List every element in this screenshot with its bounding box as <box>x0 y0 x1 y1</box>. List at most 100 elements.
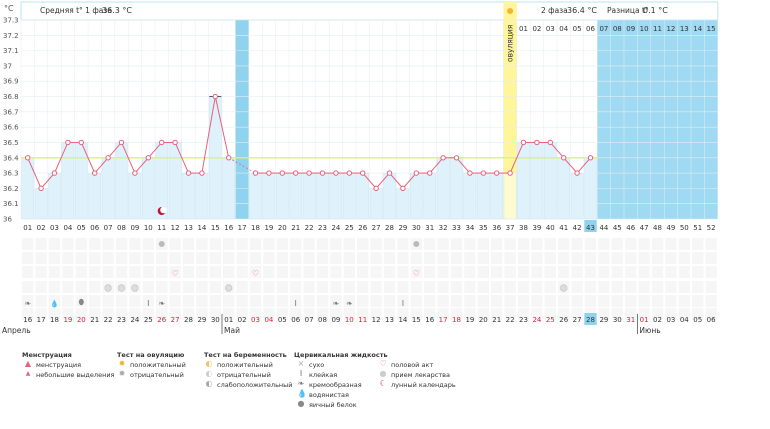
marker-cell <box>249 238 262 250</box>
marker-cell <box>424 238 436 250</box>
marker-cell <box>504 238 516 250</box>
marker-cell <box>303 266 315 278</box>
marker-cell <box>665 295 677 307</box>
marker-cell <box>517 308 530 320</box>
sticky-icon: I <box>147 299 149 308</box>
legend-cervical-eggwhite: яичный белок <box>309 401 357 409</box>
marker-cell <box>196 266 208 278</box>
marker-cell <box>276 281 288 293</box>
temp-point <box>346 170 352 176</box>
intercourse-icon: ♡ <box>252 269 259 278</box>
marker-cell <box>397 252 409 264</box>
marker-cell <box>22 295 34 307</box>
marker-cell <box>22 308 34 320</box>
temp-bar <box>289 172 303 220</box>
temp-bar <box>584 157 597 220</box>
marker-cell <box>651 281 664 293</box>
medication-icon <box>560 284 568 292</box>
cycle-day: 31 <box>425 224 434 232</box>
date-label: 16 <box>425 316 434 324</box>
temp-bar <box>490 172 504 220</box>
marker-cell <box>196 281 208 293</box>
marker-cell <box>330 238 342 250</box>
phase2-label: 2 фаза <box>541 6 568 15</box>
marker-cell <box>450 308 463 320</box>
marker-cell <box>290 252 302 264</box>
marker-cell <box>504 266 516 278</box>
temp-segment <box>147 142 163 159</box>
cycle-day: 49 <box>666 224 675 232</box>
creamy-icon: ❧ <box>346 299 353 308</box>
cycle-day: 15 <box>211 224 220 232</box>
temp-point <box>266 170 272 176</box>
marker-cell <box>651 252 664 264</box>
marker-cell <box>156 281 168 293</box>
marker-cell <box>357 266 369 278</box>
current-day-highlight <box>584 220 597 232</box>
cycle-day: 18 <box>251 224 260 232</box>
pregnancy-negative-icon: ◐ <box>205 369 213 378</box>
date-label: 21 <box>492 316 501 324</box>
temp-segment <box>54 142 69 174</box>
temp-bar <box>530 142 544 220</box>
phase2-day: 08 <box>613 25 622 33</box>
marker-cell <box>115 238 128 250</box>
temp-point <box>306 170 312 176</box>
temp-point <box>507 170 513 176</box>
marker-cell <box>142 295 154 307</box>
marker-cell <box>477 252 489 264</box>
marker-cell <box>504 308 516 320</box>
marker-cell <box>705 308 717 320</box>
temp-bar <box>369 188 383 220</box>
marker-cell <box>598 295 610 307</box>
temp-bar <box>477 172 490 220</box>
marker-cell <box>651 308 664 320</box>
marker-cell <box>115 252 128 264</box>
temp-bar <box>141 157 155 220</box>
phase2-day: 11 <box>653 25 662 33</box>
marker-cell <box>357 252 369 264</box>
marker-cell <box>330 281 342 293</box>
cycle-day: 06 <box>90 224 99 232</box>
marker-cell <box>209 238 221 250</box>
marker-cell <box>290 266 302 278</box>
marker-cell <box>303 295 315 307</box>
marker-cell <box>343 308 355 320</box>
marker-cell <box>383 238 396 250</box>
lunar-icon-mask <box>160 206 167 214</box>
date-label: 29 <box>197 316 206 324</box>
date-label: 16 <box>23 316 32 324</box>
marker-cell <box>424 252 436 264</box>
date-label: 17 <box>37 316 46 324</box>
marker-cell <box>75 238 87 250</box>
marker-cell <box>370 308 382 320</box>
marker-cell <box>263 266 275 278</box>
date-label: 19 <box>63 316 72 324</box>
marker-cell <box>464 295 476 307</box>
marker-cell <box>437 308 449 320</box>
marker-cell <box>558 295 570 307</box>
legend-pregnancy-positive: положительный <box>217 361 273 369</box>
temp-point <box>574 170 580 176</box>
temp-point <box>587 155 594 161</box>
marker-cell <box>598 238 610 250</box>
legend-ovulation-positive: положительный <box>130 361 186 369</box>
marker-cell <box>223 295 235 307</box>
marker-cell <box>35 281 47 293</box>
marker-cell <box>263 308 275 320</box>
marker-cell <box>316 295 329 307</box>
cycle-day: 43 <box>586 224 595 232</box>
eggwhite-icon <box>78 298 84 306</box>
marker-cell <box>504 295 516 307</box>
marker-cell <box>102 308 114 320</box>
date-label: 13 <box>385 316 394 324</box>
phase2-day: 01 <box>519 25 528 33</box>
month-label: Апрель <box>2 326 31 335</box>
marker-cell <box>316 281 329 293</box>
marker-cell <box>196 308 208 320</box>
marker-cell <box>638 252 650 264</box>
y-tick-label: 36.2 <box>3 185 19 193</box>
date-label: 30 <box>613 316 622 324</box>
marker-cell <box>517 295 530 307</box>
temp-segment <box>27 157 42 189</box>
